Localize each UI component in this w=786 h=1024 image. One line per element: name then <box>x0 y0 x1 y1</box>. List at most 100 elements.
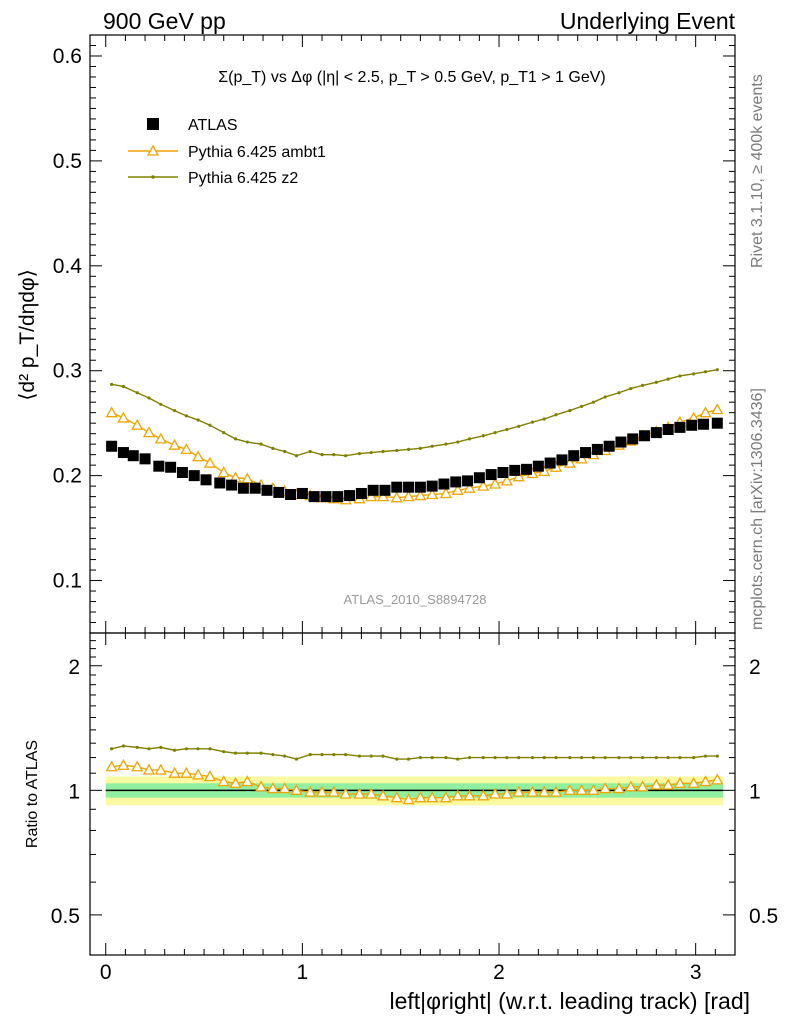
ratio-point-ambt1 <box>376 789 390 801</box>
ratio-point-ambt1 <box>451 789 464 801</box>
ratio-point-z2 <box>283 754 287 758</box>
point-ambt1 <box>463 481 476 493</box>
ratio-point-ambt1 <box>327 785 340 797</box>
point-z2 <box>703 370 708 374</box>
ratio-point-ambt1 <box>168 766 181 778</box>
ratio-point-ambt1 <box>105 760 118 772</box>
point-atlas <box>521 463 533 475</box>
point-z2 <box>493 431 497 435</box>
point-atlas <box>462 475 474 487</box>
ratio-point-z2 <box>703 754 708 758</box>
main-frame <box>89 34 736 634</box>
ratio-y-tick-label: 1 <box>68 780 80 803</box>
point-z2 <box>369 450 373 455</box>
ratio-point-ambt1 <box>131 760 144 772</box>
x-tick-label: 2 <box>493 961 505 984</box>
point-z2 <box>222 431 226 435</box>
ratio-point-ambt1 <box>463 789 476 801</box>
ratio-point-z2 <box>640 755 645 760</box>
ratio-point-ambt1 <box>711 773 724 785</box>
point-z2 <box>395 448 399 453</box>
point-z2 <box>530 420 535 424</box>
ratio-point-ambt1 <box>538 785 551 797</box>
ratio-point-ambt1 <box>142 763 156 775</box>
point-z2 <box>381 449 385 454</box>
y-tick-label: 0.4 <box>53 255 83 278</box>
point-z2 <box>159 402 163 406</box>
ratio-point-ambt1 <box>278 782 291 794</box>
x-axis-label: left|φright| (w.r.t. leading track) [rad… <box>390 988 751 1014</box>
ratio-point-z2 <box>271 752 275 757</box>
y-tick-label: 0.1 <box>53 570 82 593</box>
point-z2 <box>715 368 719 372</box>
ratio-point-ambt1 <box>192 768 205 780</box>
ratio-point-z2 <box>554 755 558 760</box>
point-atlas <box>344 490 356 502</box>
point-ambt1 <box>154 432 167 444</box>
ratio-point-ambt1 <box>217 775 230 787</box>
point-atlas <box>379 484 391 496</box>
point-z2 <box>259 442 263 446</box>
point-atlas <box>580 447 592 459</box>
point-ambt1 <box>699 406 712 418</box>
ratio-point-z2 <box>493 755 497 760</box>
ratio-point-z2 <box>233 751 238 755</box>
ratio-point-z2 <box>184 747 188 751</box>
ratio-point-z2 <box>110 747 114 751</box>
ratio-point-ambt1 <box>673 776 687 788</box>
ratio-point-ambt1 <box>229 776 242 788</box>
point-atlas <box>438 478 450 490</box>
point-ambt1 <box>217 466 230 478</box>
ratio-point-ambt1 <box>304 785 317 797</box>
ratio-point-z2 <box>666 755 670 760</box>
watermark: ATLAS_2010_S8894728 <box>344 592 487 607</box>
point-z2 <box>233 437 238 441</box>
ratio-point-z2 <box>505 755 509 760</box>
ratio-point-z2 <box>654 755 658 760</box>
point-atlas <box>296 487 308 499</box>
point-atlas <box>355 487 367 499</box>
ratio-point-z2 <box>121 744 126 748</box>
ratio-point-ambt1 <box>353 787 366 799</box>
point-z2 <box>344 454 348 458</box>
ratio-point-z2 <box>294 757 299 761</box>
point-z2 <box>208 423 212 427</box>
point-atlas <box>568 450 580 462</box>
legend-marker-atlas <box>147 118 159 130</box>
ratio-point-z2 <box>678 755 682 760</box>
ratio-point-ambt1 <box>500 787 513 799</box>
ratio-point-z2 <box>135 745 139 749</box>
point-ambt1 <box>402 490 415 502</box>
ratio-point-z2 <box>395 757 399 761</box>
ratio-point-z2 <box>332 752 336 757</box>
ratio-point-z2 <box>517 755 521 760</box>
point-z2 <box>110 382 114 386</box>
ratio-point-z2 <box>259 751 263 755</box>
point-atlas <box>153 460 165 472</box>
ratio-point-ambt1 <box>512 785 525 797</box>
main-series-layer <box>105 368 724 505</box>
ratio-point-ambt1 <box>203 770 217 782</box>
point-z2 <box>196 418 200 422</box>
ratio-point-z2 <box>245 751 249 755</box>
point-z2 <box>332 453 336 457</box>
point-ambt1 <box>131 418 144 430</box>
series-ambt1-line <box>111 408 718 501</box>
point-atlas <box>603 440 615 452</box>
point-z2 <box>591 400 596 404</box>
ratio-point-z2 <box>172 748 177 752</box>
point-atlas <box>615 436 627 448</box>
point-z2 <box>654 380 658 384</box>
ratio-point-z2 <box>418 755 422 760</box>
legend-marker-ambt1 <box>146 144 160 156</box>
point-atlas <box>188 470 200 482</box>
point-z2 <box>481 434 485 438</box>
point-z2 <box>554 413 558 417</box>
point-ambt1 <box>488 477 502 489</box>
ratio-point-ambt1 <box>563 783 576 795</box>
ratio-point-ambt1 <box>699 775 712 787</box>
legend-label: ATLAS <box>188 117 238 134</box>
point-atlas <box>320 491 332 503</box>
ratio-point-z2 <box>591 755 596 760</box>
